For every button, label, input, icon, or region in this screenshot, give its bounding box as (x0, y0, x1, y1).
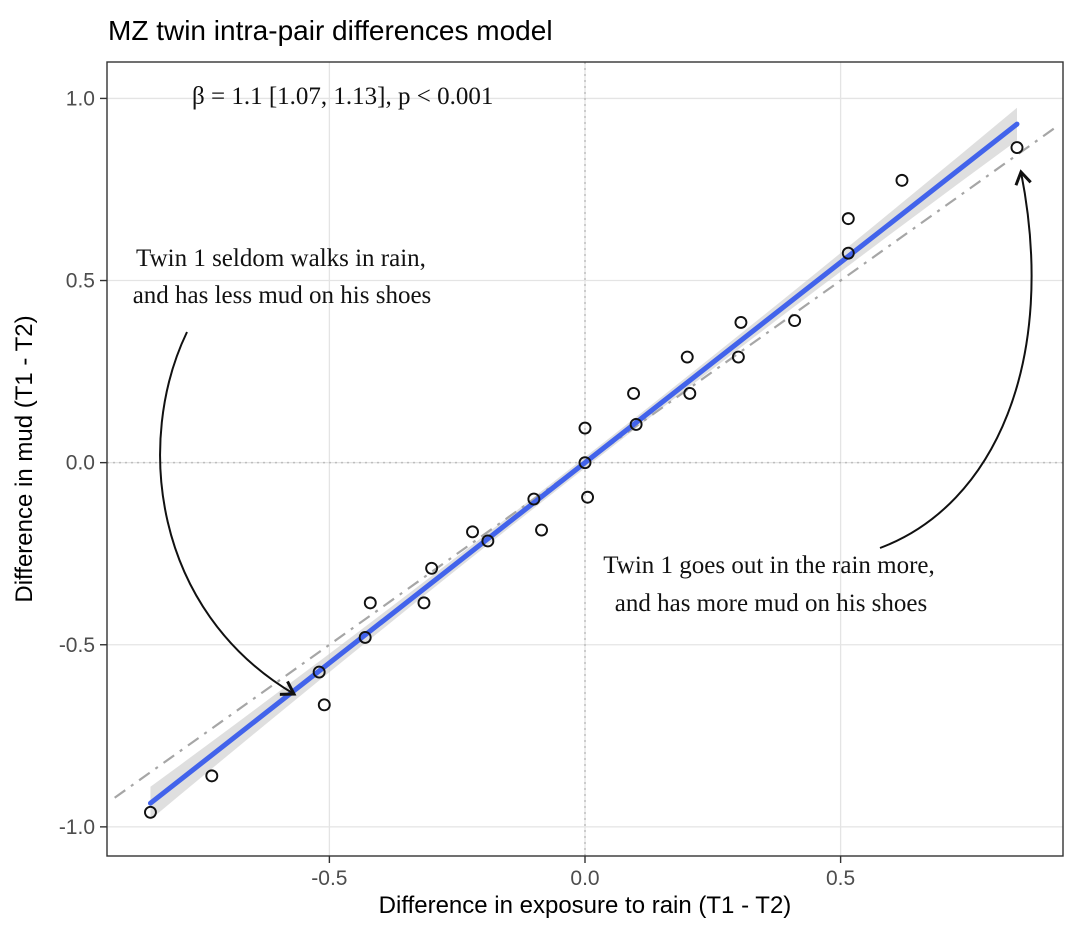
data-point (841, 212, 855, 226)
data-point (578, 421, 592, 435)
annotation-left-line1: Twin 1 seldom walks in rain, (136, 245, 426, 272)
data-point (629, 417, 643, 431)
x-axis-title: Difference in exposure to rain (T1 - T2) (379, 892, 792, 919)
regression-line (147, 121, 1020, 806)
text-layer: MZ twin intra-pair differences model Dif… (11, 15, 1033, 919)
data-point (417, 596, 431, 610)
y-axis-title: Difference in mud (T1 - T2) (11, 315, 38, 602)
beta-annotation: β = 1.1 [1.07, 1.13], p < 0.001 (192, 83, 493, 110)
data-point (627, 386, 641, 400)
data-point (205, 769, 219, 783)
data-point (1010, 141, 1024, 155)
annotation-right-line1: Twin 1 goes out in the rain more, (603, 552, 935, 579)
data-point (317, 698, 331, 712)
annotation-right-line2: and has more mud on his shoes (615, 590, 927, 617)
annotation-arrow-right (879, 169, 1033, 549)
data-point (425, 561, 439, 575)
data-point (535, 523, 548, 537)
data-point (734, 315, 748, 329)
y-tick-label: 1.0 (66, 87, 95, 110)
x-tick-label: 0.0 (570, 867, 599, 890)
x-tick-label: -0.5 (311, 867, 347, 890)
data-point (466, 525, 479, 539)
axis-layer: -0.5 0.0 0.5 -1.0 -0.5 0.0 0.5 1.0 (59, 87, 855, 890)
chart-title: MZ twin intra-pair differences model (108, 15, 553, 46)
x-tick-label: 0.5 (826, 867, 855, 890)
data-point (363, 596, 377, 610)
y-tick-label: 0.5 (66, 270, 95, 293)
data-point (144, 805, 157, 819)
y-tick-label: -1.0 (59, 816, 95, 839)
data-point (895, 173, 909, 187)
y-tick-label: -0.5 (59, 634, 95, 657)
data-point (731, 350, 745, 364)
data-point (683, 386, 697, 400)
annotation-arrow-left (159, 331, 297, 696)
data-point (358, 631, 372, 644)
annotation-left-line2: and has less mud on his shoes (133, 282, 432, 309)
data-point (527, 492, 541, 506)
data-point (581, 490, 595, 504)
data-point (578, 456, 592, 470)
data-point (788, 314, 802, 328)
data-point (312, 665, 326, 679)
data-point (841, 246, 855, 260)
data-point (481, 534, 495, 548)
y-tick-label: 0.0 (66, 452, 95, 475)
data-point (680, 350, 694, 364)
